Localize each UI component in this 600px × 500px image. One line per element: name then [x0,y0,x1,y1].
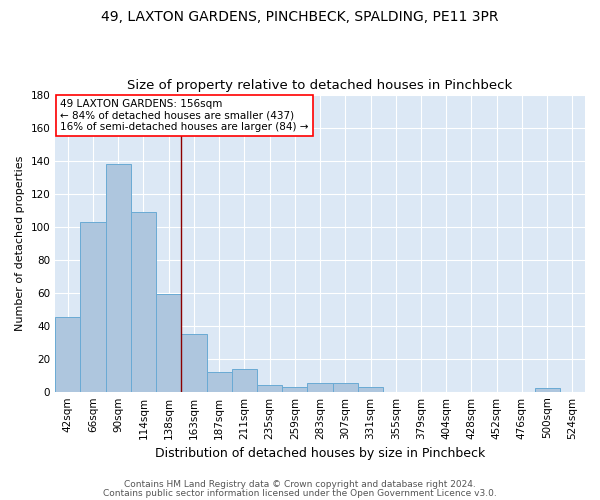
Bar [181,334,206,392]
Bar [80,222,106,392]
Bar [131,212,156,392]
Title: Size of property relative to detached houses in Pinchbeck: Size of property relative to detached ho… [127,79,513,92]
Bar [55,318,80,392]
Bar [206,372,232,392]
Text: 49, LAXTON GARDENS, PINCHBECK, SPALDING, PE11 3PR: 49, LAXTON GARDENS, PINCHBECK, SPALDING,… [101,10,499,24]
Bar [535,388,560,392]
Bar [257,385,282,392]
Bar [156,294,181,392]
Bar [307,384,332,392]
Bar [358,386,383,392]
Text: Contains HM Land Registry data © Crown copyright and database right 2024.: Contains HM Land Registry data © Crown c… [124,480,476,489]
X-axis label: Distribution of detached houses by size in Pinchbeck: Distribution of detached houses by size … [155,447,485,460]
Y-axis label: Number of detached properties: Number of detached properties [15,156,25,331]
Bar [106,164,131,392]
Bar [282,386,307,392]
Bar [332,384,358,392]
Text: 49 LAXTON GARDENS: 156sqm
← 84% of detached houses are smaller (437)
16% of semi: 49 LAXTON GARDENS: 156sqm ← 84% of detac… [61,99,309,132]
Text: Contains public sector information licensed under the Open Government Licence v3: Contains public sector information licen… [103,488,497,498]
Bar [232,368,257,392]
